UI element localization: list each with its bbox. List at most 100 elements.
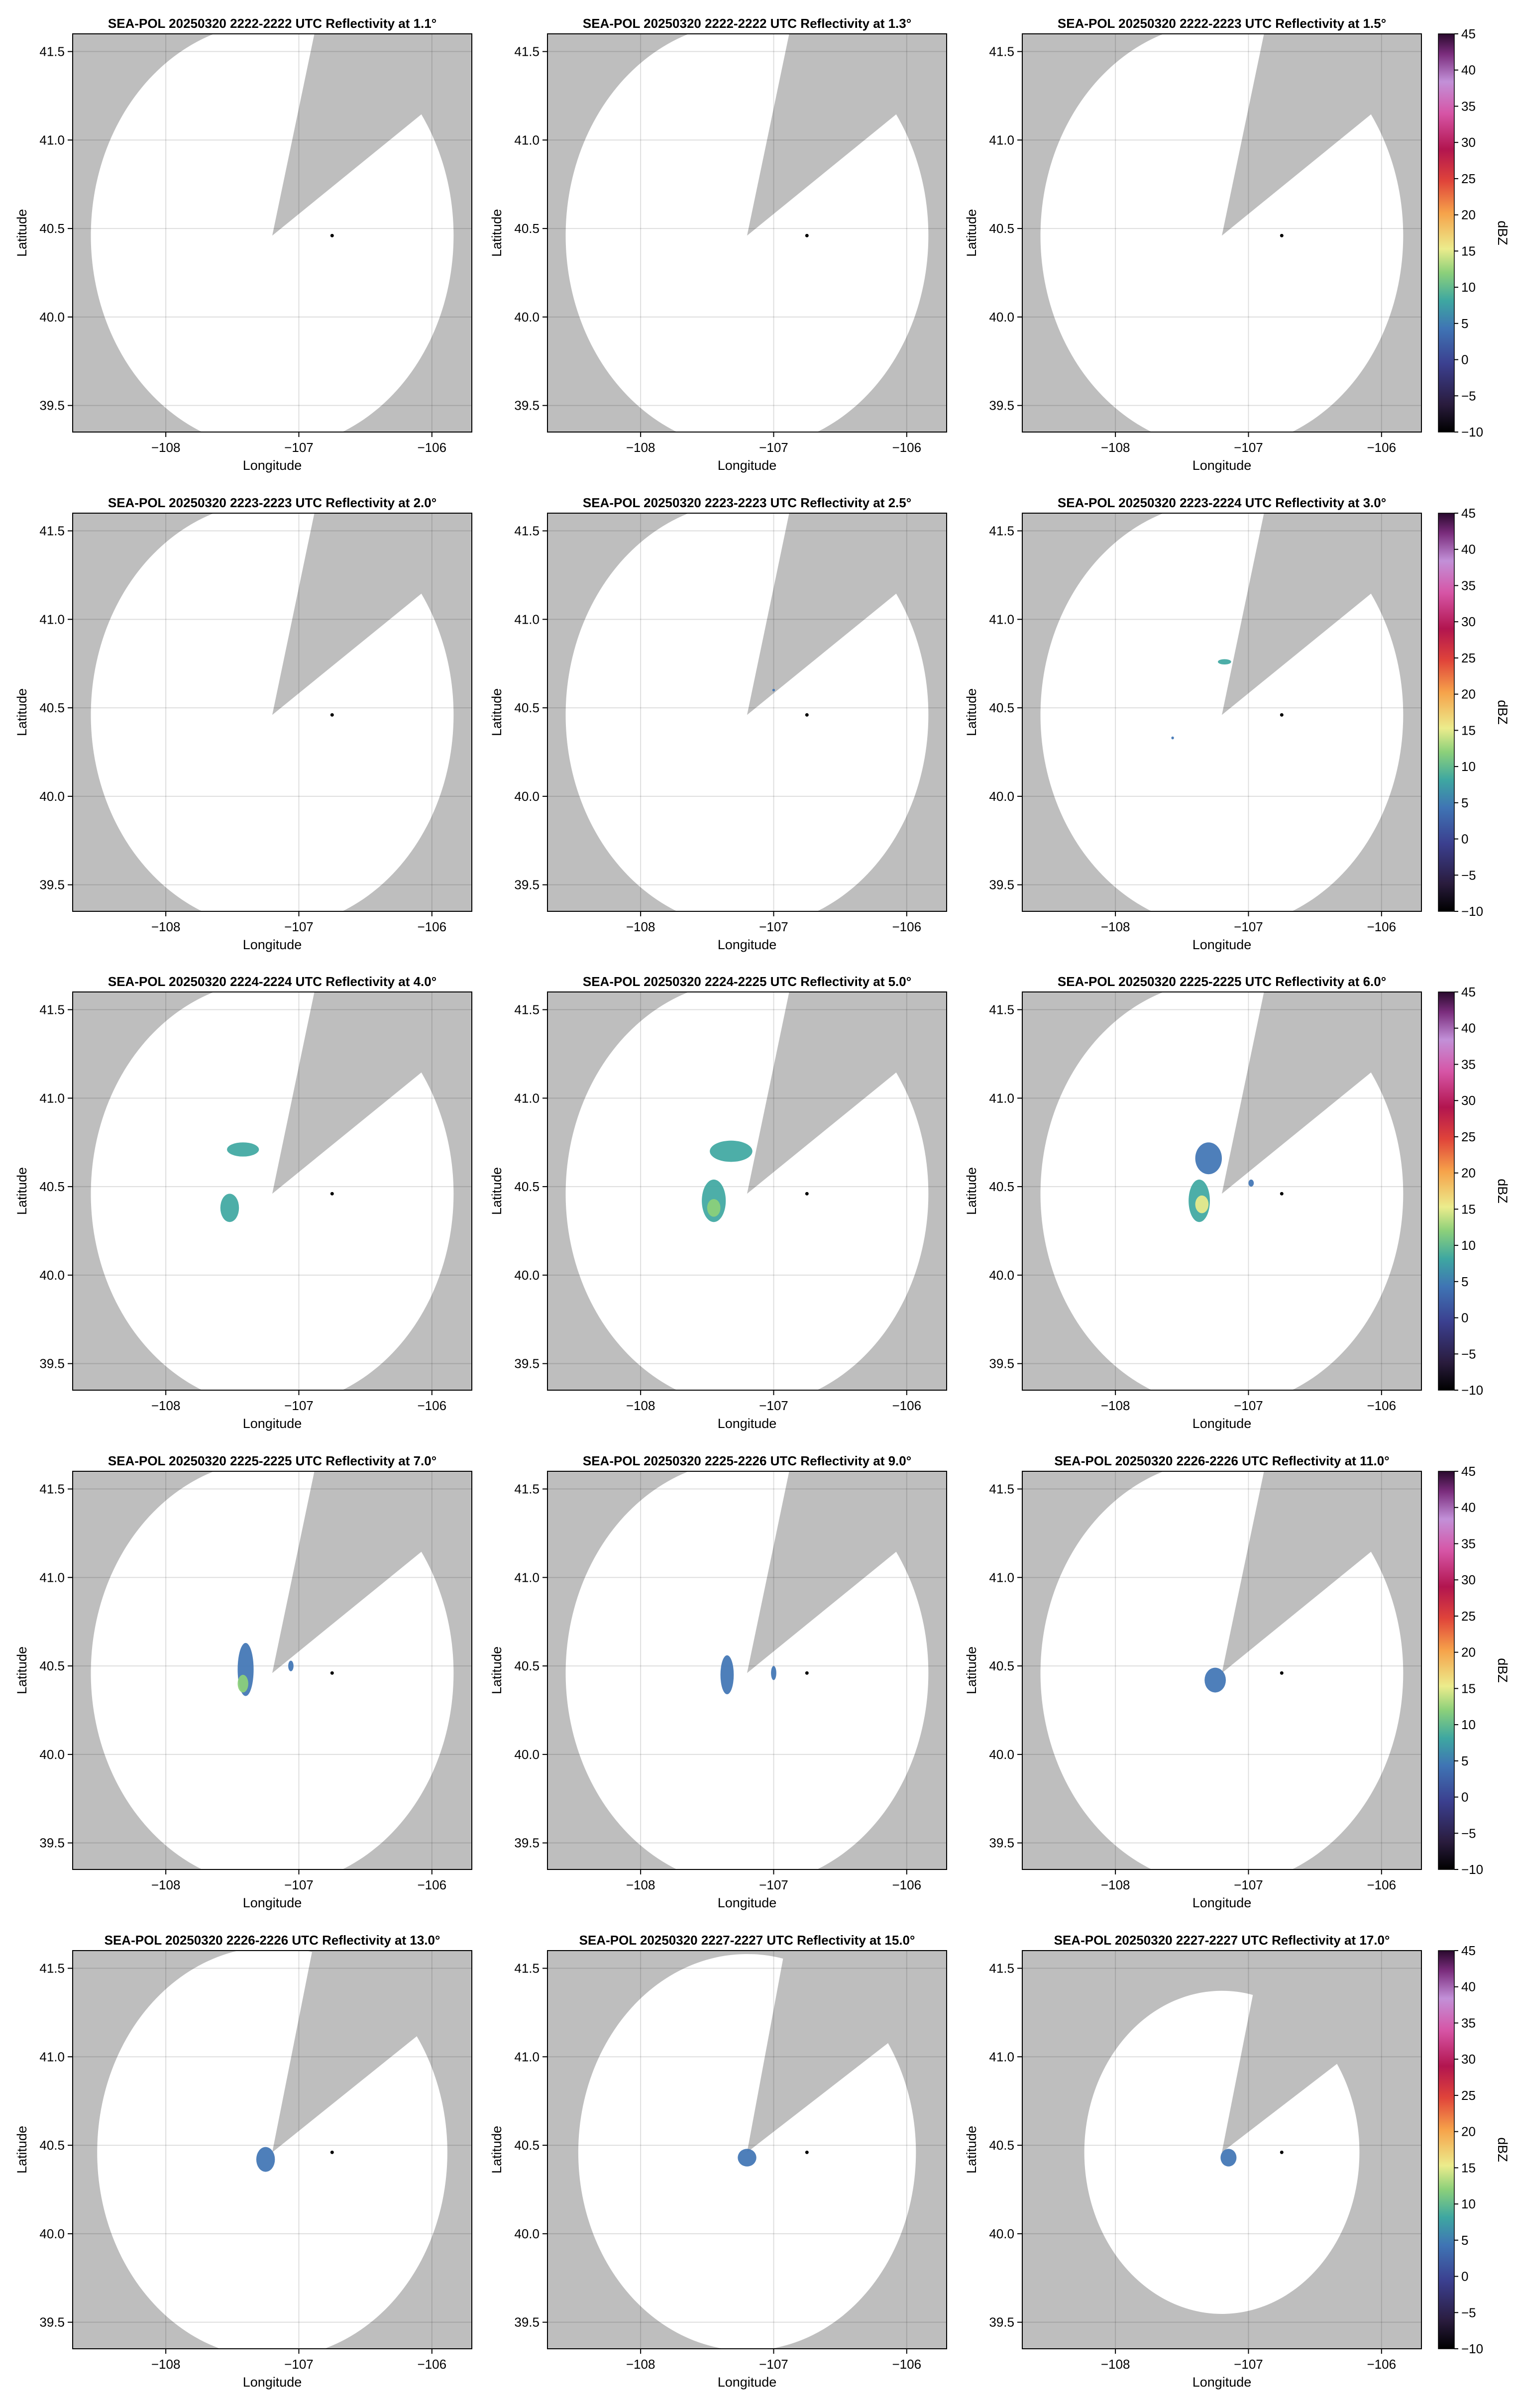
y-tick-label: 40.0 xyxy=(39,1747,65,1762)
colorbar-tick-label: 35 xyxy=(1461,2015,1476,2030)
colorbar-tick-label: 30 xyxy=(1461,2052,1476,2067)
colorbar-tick-label: 45 xyxy=(1461,1464,1476,1479)
x-tick-label: −107 xyxy=(284,2357,314,2372)
colorbar-tick-label: −10 xyxy=(1461,425,1483,439)
colorbar-tick-label: 45 xyxy=(1461,1943,1476,1958)
y-axis-label: Latitude xyxy=(489,2126,504,2174)
x-tick-label: −107 xyxy=(1234,919,1263,934)
x-axis-label: Longitude xyxy=(718,1416,777,1431)
panel-grid: SEA-POL 20250320 2222-2222 UTC Reflectiv… xyxy=(14,16,1422,2390)
station-marker xyxy=(805,1671,809,1675)
station-marker xyxy=(330,2150,334,2154)
x-tick-label: −108 xyxy=(151,2357,181,2372)
y-tick-label: 41.0 xyxy=(989,132,1014,147)
x-axis-label: Longitude xyxy=(1192,937,1252,952)
x-tick-label: −106 xyxy=(418,440,447,455)
y-tick-label: 41.0 xyxy=(514,132,540,147)
colorbar-scale xyxy=(1438,33,1455,433)
colorbar-tick-label: 40 xyxy=(1461,1979,1476,1994)
panel-title: SEA-POL 20250320 2226-2226 UTC Reflectiv… xyxy=(105,1933,440,1948)
colorbar-tick-label: 20 xyxy=(1461,687,1476,702)
y-tick-label: 40.0 xyxy=(514,1747,540,1762)
x-tick-label: −108 xyxy=(1101,1877,1130,1892)
x-tick-label: −107 xyxy=(759,919,788,934)
y-tick-label: 39.5 xyxy=(989,877,1014,892)
colorbar-tick-label: 15 xyxy=(1461,243,1476,258)
radar-panel: SEA-POL 20250320 2225-2225 UTC Reflectiv… xyxy=(14,1453,472,1910)
colorbar-label: dBZ xyxy=(1495,1179,1510,1204)
y-tick-label: 40.0 xyxy=(989,1268,1014,1283)
reflectivity-echo xyxy=(256,2147,275,2172)
station-marker xyxy=(1280,233,1284,237)
x-tick-label: −107 xyxy=(1234,1877,1263,1892)
x-tick-label: −107 xyxy=(759,1398,788,1413)
x-tick-label: −106 xyxy=(1367,1398,1397,1413)
colorbar-tick-label: 10 xyxy=(1461,759,1476,774)
panel-title: SEA-POL 20250320 2223-2223 UTC Reflectiv… xyxy=(583,495,911,510)
axes-frame xyxy=(72,33,472,433)
x-tick-label: −108 xyxy=(626,440,655,455)
colorbar-label: dBZ xyxy=(1495,1658,1510,1683)
colorbar-tick-label: 45 xyxy=(1461,26,1476,41)
radar-panel: SEA-POL 20250320 2226-2226 UTC Reflectiv… xyxy=(964,1453,1422,1910)
y-tick-label: 41.5 xyxy=(514,524,540,539)
x-tick-label: −107 xyxy=(759,2357,788,2372)
colorbar-tick-label: 20 xyxy=(1461,208,1476,222)
axes-frame xyxy=(72,991,472,1391)
radar-coverage xyxy=(565,513,929,911)
x-tick-label: −107 xyxy=(284,1877,314,1892)
y-tick-label: 41.5 xyxy=(989,524,1014,539)
x-tick-label: −107 xyxy=(1234,2357,1263,2372)
y-tick-label: 40.5 xyxy=(989,221,1014,236)
y-tick-label: 41.5 xyxy=(514,44,540,59)
reflectivity-echo xyxy=(738,2149,757,2167)
y-tick-label: 40.5 xyxy=(514,1658,540,1673)
reflectivity-echo xyxy=(1171,736,1174,740)
y-axis-label: Latitude xyxy=(14,1167,29,1215)
colorbar-tick-label: 35 xyxy=(1461,1536,1476,1551)
colorbar-tick-label: 25 xyxy=(1461,171,1476,186)
reflectivity-echo xyxy=(772,689,775,692)
y-tick-label: 39.5 xyxy=(989,398,1014,413)
x-axis-label: Longitude xyxy=(243,1895,302,1910)
radar-panel: SEA-POL 20250320 2225-2225 UTC Reflectiv… xyxy=(964,974,1422,1431)
x-tick-label: −106 xyxy=(418,1877,447,1892)
colorbar-tick-label: 45 xyxy=(1461,506,1476,521)
colorbar-tick-label: 15 xyxy=(1461,1681,1476,1696)
y-tick-label: 41.0 xyxy=(514,612,540,627)
y-tick-label: 40.5 xyxy=(989,700,1014,715)
x-tick-label: −108 xyxy=(626,2357,655,2372)
y-tick-label: 40.0 xyxy=(989,310,1014,325)
radar-panel: SEA-POL 20250320 2224-2224 UTC Reflectiv… xyxy=(14,974,472,1431)
colorbar-tick-label: 20 xyxy=(1461,1645,1476,1660)
panel-title: SEA-POL 20250320 2227-2227 UTC Reflectiv… xyxy=(579,1933,915,1948)
y-tick-label: 41.0 xyxy=(989,2049,1014,2064)
y-axis-label: Latitude xyxy=(489,688,504,736)
y-tick-label: 39.5 xyxy=(514,2315,540,2330)
colorbar-tick-label: 5 xyxy=(1461,2233,1468,2248)
x-axis-label: Longitude xyxy=(243,2375,302,2390)
reflectivity-echo xyxy=(237,1674,248,1693)
x-tick-label: −106 xyxy=(418,2357,447,2372)
radar-coverage xyxy=(1084,1990,1360,2314)
x-tick-label: −106 xyxy=(892,1398,922,1413)
radar-panel: SEA-POL 20250320 2224-2225 UTC Reflectiv… xyxy=(489,974,947,1431)
colorbar-tick-label: 20 xyxy=(1461,1166,1476,1181)
x-tick-label: −106 xyxy=(892,919,922,934)
x-tick-label: −108 xyxy=(1101,1398,1130,1413)
colorbar-tick-label: −5 xyxy=(1461,2305,1476,2320)
station-marker xyxy=(1280,713,1284,717)
colorbar-tick-label: 25 xyxy=(1461,2088,1476,2103)
y-tick-label: 40.5 xyxy=(514,221,540,236)
colorbar: −10 −5 0 5 10 15 20 25 30 35 40 45 dBZ xyxy=(1438,506,1510,919)
colorbar-tick-label: 15 xyxy=(1461,1202,1476,1216)
x-tick-label: −106 xyxy=(1367,1877,1397,1892)
y-tick-label: 39.5 xyxy=(514,1836,540,1851)
y-axis-label: Latitude xyxy=(14,688,29,736)
panel-title: SEA-POL 20250320 2222-2223 UTC Reflectiv… xyxy=(1058,16,1386,31)
radar-panel: SEA-POL 20250320 2227-2227 UTC Reflectiv… xyxy=(489,1933,947,2390)
y-tick-label: 40.0 xyxy=(989,2226,1014,2241)
x-tick-label: −106 xyxy=(892,440,922,455)
colorbar-tick-label: 5 xyxy=(1461,1753,1468,1768)
y-tick-label: 39.5 xyxy=(514,398,540,413)
